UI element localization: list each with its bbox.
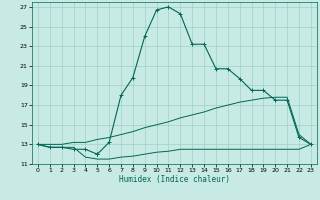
X-axis label: Humidex (Indice chaleur): Humidex (Indice chaleur): [119, 175, 230, 184]
